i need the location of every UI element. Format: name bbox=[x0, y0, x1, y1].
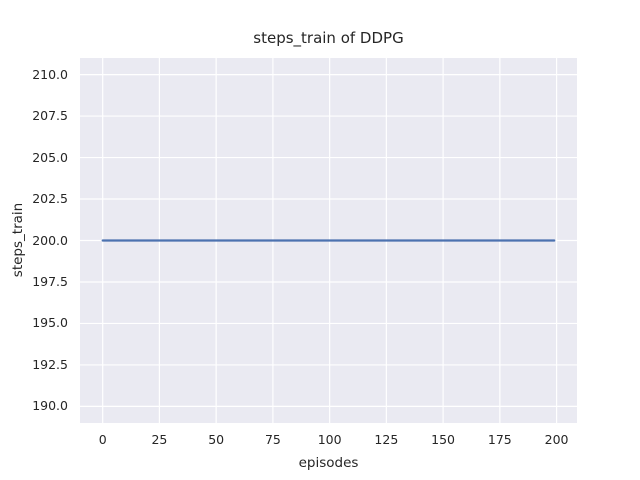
x-tick-label: 50 bbox=[208, 432, 225, 447]
y-axis-label-text: steps_train bbox=[10, 202, 26, 278]
plot-area bbox=[80, 58, 577, 423]
x-tick-label: 125 bbox=[374, 432, 399, 447]
x-tick-label: 0 bbox=[98, 432, 107, 447]
y-tick-label: 190.0 bbox=[32, 398, 68, 414]
y-tick-label: 207.5 bbox=[32, 108, 68, 124]
y-tick-label: 200.0 bbox=[32, 232, 68, 248]
x-tick-label: 25 bbox=[151, 432, 168, 447]
chart-title: steps_train of DDPG bbox=[253, 29, 404, 47]
x-tick-label: 200 bbox=[544, 432, 569, 447]
y-tick-label: 205.0 bbox=[32, 149, 68, 165]
y-tick-label: 202.5 bbox=[32, 191, 68, 207]
y-tick-label: 192.5 bbox=[32, 356, 68, 372]
x-tick-label: 175 bbox=[487, 432, 512, 447]
y-tick-label: 195.0 bbox=[32, 315, 68, 331]
x-tick-label: 100 bbox=[317, 432, 342, 447]
x-tick-label: 75 bbox=[264, 432, 281, 447]
y-tick-label: 210.0 bbox=[32, 66, 68, 82]
x-tick-label: 150 bbox=[431, 432, 456, 447]
x-axis-label: episodes bbox=[298, 455, 359, 471]
y-tick-label: 197.5 bbox=[32, 273, 68, 289]
